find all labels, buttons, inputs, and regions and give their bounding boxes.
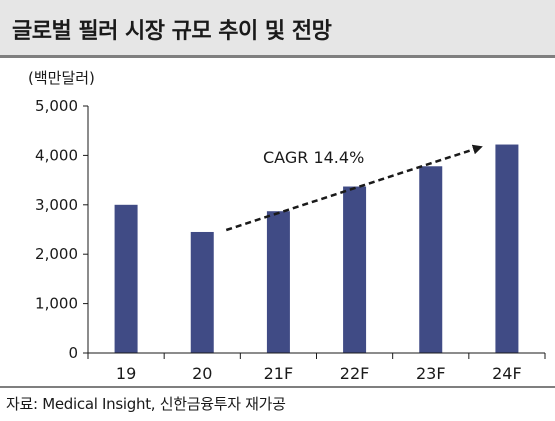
y-tick-label: 1,000 — [35, 295, 78, 313]
bar-22F — [343, 186, 367, 353]
bar-24F — [495, 144, 519, 353]
y-axis: 0 1,000 2,000 3,000 4,000 5,000 — [35, 97, 89, 362]
source-divider — [0, 386, 555, 388]
x-tick-label: 23F — [416, 364, 446, 383]
y-tick-label: 4,000 — [35, 146, 78, 164]
title-bar: 글로벌 필러 시장 규모 추이 및 전망 — [0, 0, 555, 58]
annotation-group: CAGR 14.4% — [225, 144, 483, 232]
x-tick-label: 24F — [492, 364, 522, 383]
bars-group — [114, 144, 519, 353]
cagr-label: CAGR 14.4% — [263, 148, 364, 167]
y-tick-label: 2,000 — [35, 245, 78, 263]
x-tick-label: 22F — [340, 364, 370, 383]
y-tick-label: 0 — [68, 344, 78, 362]
unit-label: (백만달러) — [28, 69, 95, 87]
y-tick-label: 5,000 — [35, 97, 78, 115]
x-axis: 19 20 21F 22F 23F 24F — [87, 352, 546, 383]
x-tick-label: 21F — [264, 364, 294, 383]
bar-21F — [266, 211, 290, 353]
y-tick-label: 3,000 — [35, 196, 78, 214]
cagr-arrow — [225, 144, 483, 232]
bar-19 — [114, 204, 138, 353]
source-note: 자료: Medical Insight, 신한금융투자 재가공 — [6, 395, 286, 413]
bar-20 — [190, 231, 214, 353]
x-tick-label: 19 — [116, 364, 136, 383]
chart-title: 글로벌 필러 시장 규모 추이 및 전망 — [12, 19, 332, 44]
x-tick-label: 20 — [192, 364, 212, 383]
bar-23F — [419, 166, 443, 353]
